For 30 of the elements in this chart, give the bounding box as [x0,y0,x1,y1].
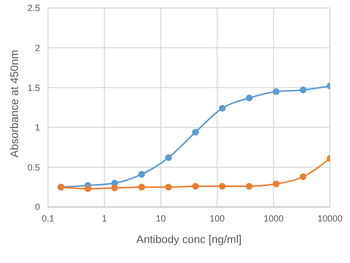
x-axis-title: Antibody conc [ng/ml] [136,234,242,246]
point [246,94,253,102]
point [300,173,306,180]
point [138,184,145,190]
point [218,104,226,112]
point [192,128,199,136]
y-tick-label: 2.5 [27,3,40,14]
point [138,171,145,178]
y-tick-label: 1.5 [27,82,40,93]
y-tick-label: 0.5 [27,162,40,172]
point [272,88,280,95]
point [218,182,226,190]
y-tick-label: 1 [34,122,40,133]
y-axis-title: Absorbance at 450nm [8,50,21,158]
x-tick-label: 100 [210,213,225,224]
x-tick-label: 10 [156,213,166,224]
x-tick-label: 1 [102,213,107,224]
point [192,182,199,190]
point [300,86,306,94]
x-tick-label: 10000 [317,213,343,224]
point [111,184,118,192]
point [272,180,280,188]
point [165,184,172,190]
y-tick-label: 0 [34,202,40,212]
x-tick-label: 0.1 [42,213,54,224]
x-tick-label: 1000 [264,213,284,224]
point [84,185,92,192]
point [165,154,172,161]
y-tick-label: 2 [34,42,40,53]
point [246,182,253,190]
